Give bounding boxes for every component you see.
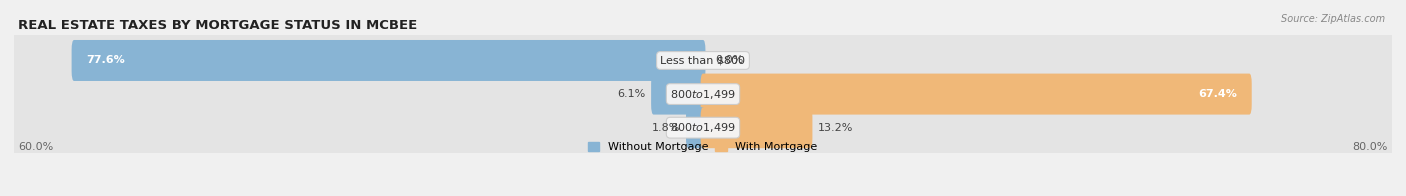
FancyBboxPatch shape [10,65,1396,123]
Text: $800 to $1,499: $800 to $1,499 [671,121,735,134]
Text: REAL ESTATE TAXES BY MORTGAGE STATUS IN MCBEE: REAL ESTATE TAXES BY MORTGAGE STATUS IN … [18,19,418,32]
FancyBboxPatch shape [651,74,706,115]
Text: 1.8%: 1.8% [652,123,681,133]
Text: 80.0%: 80.0% [1353,142,1388,152]
Text: 60.0%: 60.0% [18,142,53,152]
Text: 13.2%: 13.2% [818,123,853,133]
Text: 6.1%: 6.1% [617,89,645,99]
Legend: Without Mortgage, With Mortgage: Without Mortgage, With Mortgage [583,137,823,157]
FancyBboxPatch shape [700,74,1251,115]
FancyBboxPatch shape [686,107,706,148]
Text: 67.4%: 67.4% [1198,89,1237,99]
Text: 0.0%: 0.0% [716,55,744,65]
Text: $800 to $1,499: $800 to $1,499 [671,88,735,101]
FancyBboxPatch shape [72,40,706,81]
Text: Source: ZipAtlas.com: Source: ZipAtlas.com [1281,14,1385,24]
FancyBboxPatch shape [10,31,1396,90]
Text: 77.6%: 77.6% [86,55,125,65]
FancyBboxPatch shape [10,98,1396,157]
FancyBboxPatch shape [700,107,813,148]
Text: Less than $800: Less than $800 [661,55,745,65]
